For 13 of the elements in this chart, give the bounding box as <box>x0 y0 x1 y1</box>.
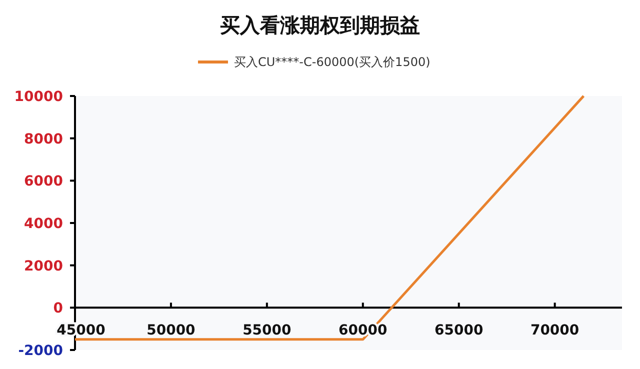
legend-label: 买入CU****-C-60000(买入价1500) <box>234 55 430 69</box>
x-tick-label: 50000 <box>146 322 196 339</box>
y-tick-label: 4000 <box>24 216 64 232</box>
y-tick-label: -2000 <box>18 343 64 359</box>
x-tick-label: 70000 <box>530 322 580 339</box>
y-tick-label: 6000 <box>24 174 64 190</box>
y-tick-label: 8000 <box>24 131 64 148</box>
chart-title: 买入看涨期权到期损益 <box>220 13 420 37</box>
x-tick-label: 55000 <box>242 322 292 339</box>
y-tick-label: 0 <box>53 300 64 317</box>
x-tick-label: 65000 <box>434 322 484 339</box>
y-tick-label: 10000 <box>14 89 64 105</box>
y-tick-label: 2000 <box>24 258 64 274</box>
